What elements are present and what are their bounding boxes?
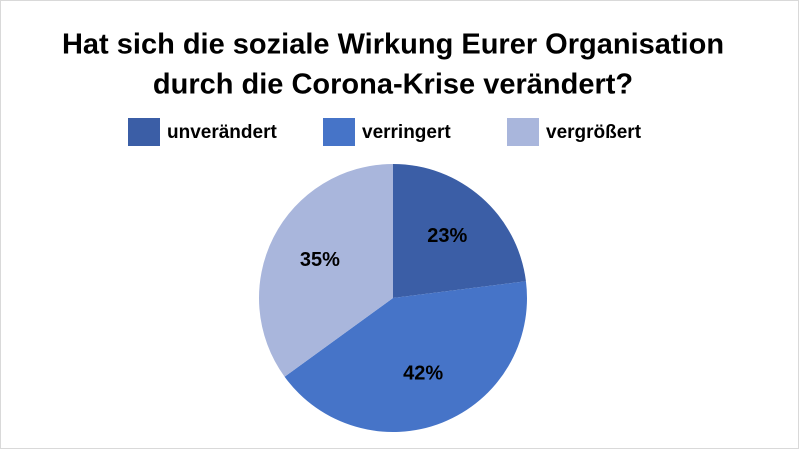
data-label: 35% <box>300 249 340 271</box>
legend-label: verringert <box>362 122 451 143</box>
legend-swatch <box>323 118 355 146</box>
legend-swatch <box>507 118 539 146</box>
pie-slice <box>284 281 527 432</box>
legend-label: vergrößert <box>546 122 642 143</box>
chart-title: durch die Corona-Krise verändert? <box>153 69 633 101</box>
legend-swatch <box>128 118 160 146</box>
data-label: 42% <box>403 363 443 385</box>
chart-title: Hat sich die soziale Wirkung Eurer Organ… <box>62 29 724 61</box>
legend-label: unverändert <box>167 122 277 143</box>
pie-slice <box>393 164 526 298</box>
data-label: 23% <box>427 225 467 247</box>
pie-slice <box>259 164 393 377</box>
